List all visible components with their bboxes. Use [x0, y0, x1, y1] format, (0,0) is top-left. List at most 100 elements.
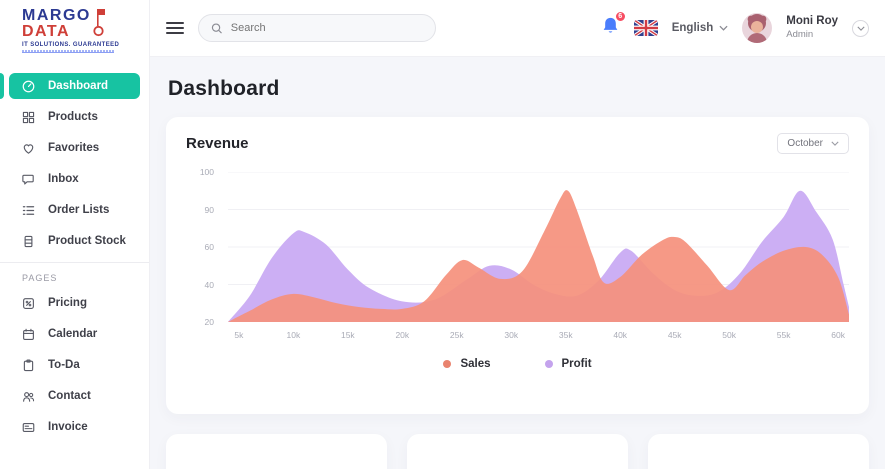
legend-item-profit[interactable]: Profit — [544, 358, 592, 370]
area-chart-svg — [228, 172, 849, 322]
uk-flag-icon — [633, 20, 658, 36]
sidebar: MARGO DATA IT SOLUTIONS. GUARANTEED Dash… — [0, 0, 150, 469]
main-content: Dashboard Revenue October 100 90 60 40 20 — [150, 57, 885, 469]
revenue-card: Revenue October 100 90 60 40 20 5k 10k 15k 20k 2… — [166, 117, 869, 414]
chat-icon — [22, 174, 34, 185]
sidebar-item-label: Contact — [48, 390, 91, 402]
avatar[interactable] — [742, 13, 773, 43]
sidebar-item-label: Invoice — [48, 421, 88, 433]
user-meta: Moni Roy Admin — [786, 15, 838, 41]
bell-icon — [603, 17, 618, 33]
y-axis-label: 20 — [204, 317, 214, 327]
chart-legend: Sales Profit — [186, 358, 849, 370]
chevron-down-icon — [856, 26, 865, 31]
x-axis-label: 10k — [286, 330, 301, 340]
summary-card — [407, 434, 628, 469]
sidebar-item-favorites[interactable]: Favorites — [9, 135, 140, 161]
bottom-cards-row — [166, 434, 869, 469]
sidebar-item-to-da[interactable]: To-Da — [9, 352, 140, 378]
sidebar-item-products[interactable]: Products — [9, 104, 140, 130]
y-axis-label: 40 — [204, 279, 214, 290]
chart-y-axis: 100 90 60 40 20 — [186, 167, 228, 327]
x-axis-label: 60k — [831, 330, 845, 340]
chevron-down-icon — [719, 25, 728, 31]
profile-dropdown-button[interactable] — [852, 19, 869, 37]
active-indicator-bar — [0, 73, 4, 99]
sidebar-item-contact[interactable]: Contact — [9, 383, 140, 409]
logo-key-icon — [93, 9, 105, 37]
summary-card — [648, 434, 869, 469]
sidebar-menu: Dashboard Products Favorites Inbox Order Lis… — [0, 62, 149, 440]
sidebar-item-order-lists[interactable]: Order Lists — [9, 197, 140, 223]
sidebar-item-label: Order Lists — [48, 204, 110, 216]
x-axis-label: 25k — [449, 330, 464, 340]
calendar-icon — [23, 328, 34, 340]
x-axis-label: 40k — [613, 330, 628, 340]
x-axis-label: 45k — [667, 330, 682, 340]
sidebar-item-calendar[interactable]: Calendar — [9, 321, 140, 347]
sidebar-item-invoice[interactable]: Invoice — [9, 414, 140, 440]
chevron-down-icon — [831, 141, 839, 146]
sidebar-item-label: To-Da — [48, 359, 80, 371]
legend-label: Sales — [460, 358, 491, 370]
menu-toggle-button[interactable] — [166, 22, 184, 34]
sidebar-item-label: Pricing — [48, 297, 87, 309]
period-select-value: October — [787, 138, 823, 149]
chart-plot-area — [228, 172, 849, 322]
y-axis-label: 60 — [204, 242, 214, 252]
sidebar-item-inbox[interactable]: Inbox — [9, 166, 140, 192]
language-selector[interactable]: English — [672, 22, 729, 34]
legend-dot-icon — [443, 360, 452, 368]
summary-card — [166, 434, 387, 469]
sidebar-item-label: Dashboard — [48, 80, 109, 92]
x-axis-label: 15k — [340, 330, 355, 340]
language-label: English — [671, 22, 714, 34]
period-select[interactable]: October — [777, 133, 849, 154]
sidebar-item-label: Calendar — [48, 328, 98, 340]
sidebar-item-label: Favorites — [48, 142, 100, 154]
x-axis-label: 20k — [395, 330, 410, 340]
sidebar-item-dashboard[interactable]: Dashboard — [9, 73, 140, 99]
notification-badge: 6 — [614, 10, 626, 22]
x-axis-label: 50k — [722, 330, 737, 340]
revenue-chart: 100 90 60 40 20 — [186, 167, 849, 327]
topbar: 6 English — [150, 0, 885, 57]
logo: MARGO DATA IT SOLUTIONS. GUARANTEED — [0, 0, 149, 62]
logo-line1: MARGO — [22, 7, 91, 24]
search-icon — [211, 22, 222, 34]
legend-item-sales[interactable]: Sales — [443, 358, 491, 370]
logo-sublink — [22, 50, 114, 53]
user-role: Admin — [786, 29, 814, 40]
sidebar-item-pricing[interactable]: Pricing — [9, 290, 140, 316]
chart-x-axis: 5k 10k 15k 20k 25k 30k 35k 40k 45k 50k 55k 60k — [228, 330, 849, 346]
speedometer-icon — [22, 80, 35, 92]
sidebar-divider — [0, 262, 149, 263]
legend-label: Profit — [561, 358, 592, 370]
search-box[interactable] — [198, 14, 436, 42]
heart-icon — [23, 143, 34, 154]
grid-icon — [22, 111, 35, 123]
y-axis-label: 90 — [204, 204, 214, 215]
sidebar-item-product-stock[interactable]: Product Stock — [9, 228, 140, 254]
sidebar-item-label: Product Stock — [48, 235, 126, 247]
search-input[interactable] — [230, 22, 423, 34]
stock-icon — [24, 235, 33, 247]
page-title: Dashboard — [168, 77, 280, 100]
legend-dot-icon — [544, 360, 553, 368]
x-axis-label: 5k — [234, 330, 244, 340]
sidebar-section-label: PAGES — [22, 273, 58, 283]
x-axis-label: 30k — [504, 330, 519, 340]
logo-line2: DATA — [22, 23, 71, 40]
invoice-icon — [22, 422, 35, 432]
pricing-icon — [23, 297, 34, 309]
notifications-button[interactable]: 6 — [601, 10, 626, 41]
logo-tagline: IT SOLUTIONS. GUARANTEED — [22, 42, 120, 48]
x-axis-label: 35k — [558, 330, 573, 340]
order-list-icon — [22, 205, 35, 215]
contact-icon — [23, 391, 35, 402]
todo-icon — [23, 359, 34, 371]
sidebar-item-label: Inbox — [48, 173, 79, 185]
sidebar-item-label: Products — [48, 111, 98, 123]
user-name: Moni Roy — [786, 15, 838, 27]
